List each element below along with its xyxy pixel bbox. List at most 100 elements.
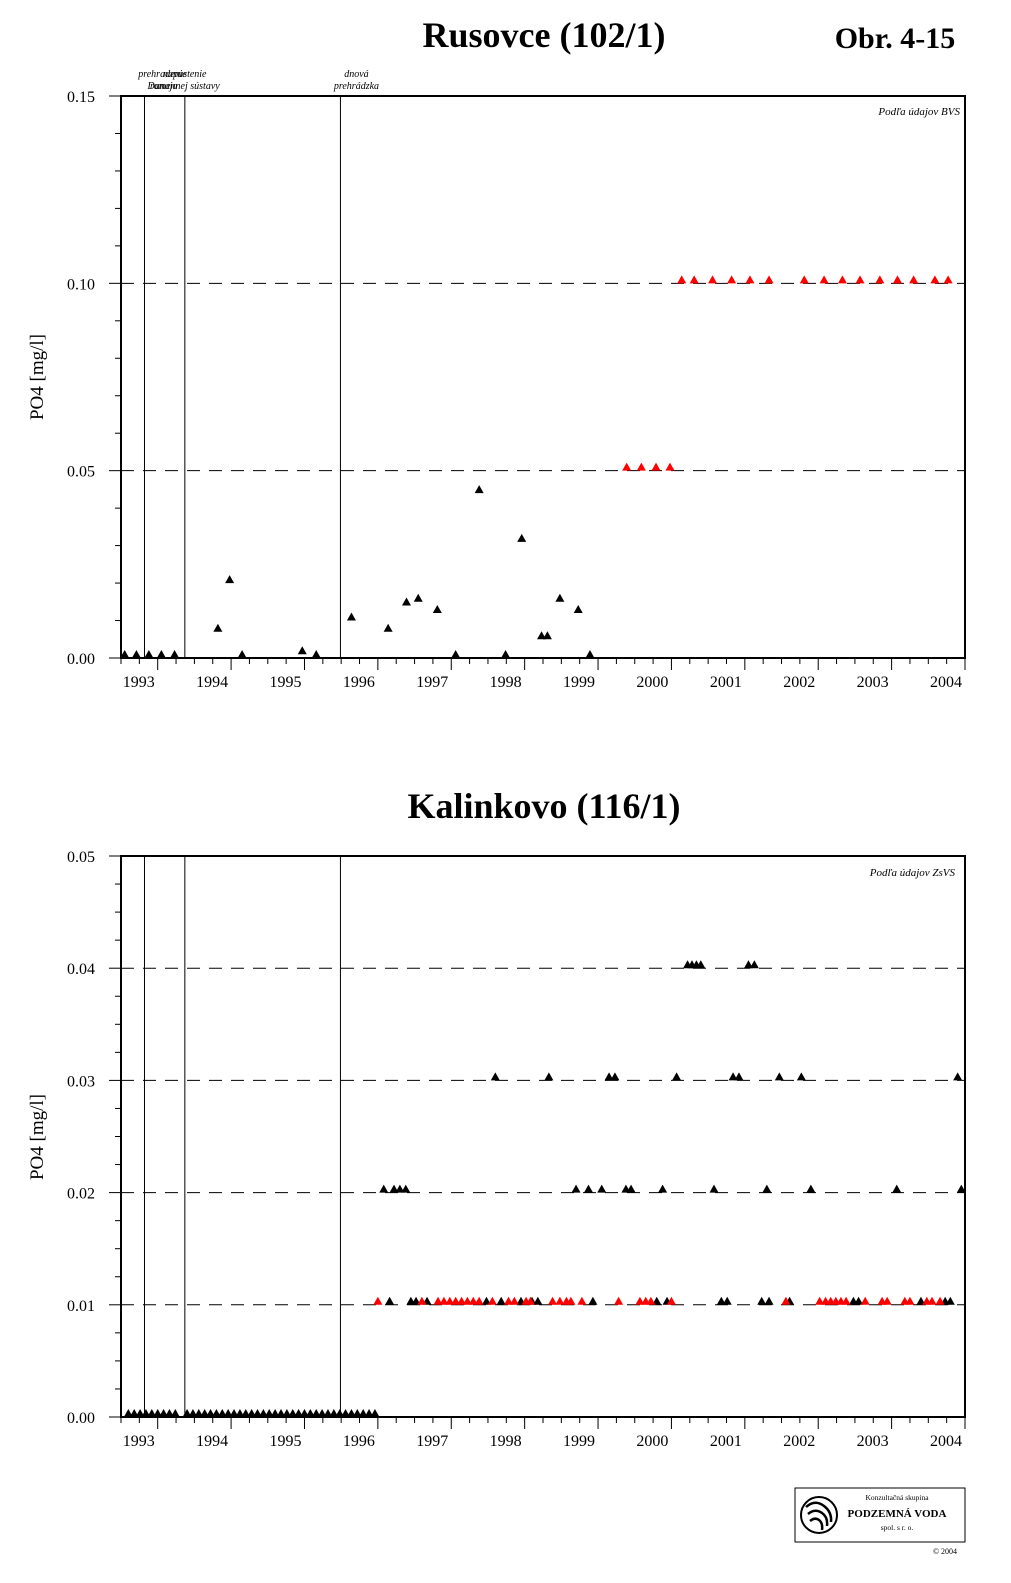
triangle-marker-icon bbox=[745, 275, 755, 284]
x-tick-label: 1995 bbox=[269, 1433, 301, 1450]
triangle-marker-icon bbox=[411, 1296, 421, 1305]
triangle-marker-icon bbox=[188, 1409, 198, 1417]
triangle-marker-icon bbox=[577, 1296, 587, 1305]
triangle-marker-icon bbox=[734, 1072, 744, 1081]
triangle-marker-icon bbox=[282, 1409, 292, 1417]
chart-title: Rusovce (102/1) bbox=[423, 15, 666, 55]
triangle-marker-icon bbox=[417, 1296, 427, 1305]
triangle-marker-icon bbox=[622, 462, 632, 471]
triangle-marker-icon bbox=[311, 1409, 321, 1417]
triangle-marker-icon bbox=[194, 1409, 204, 1417]
axes: 0.15 0.10 0.05 0.00 1993 1994 1995 1996 1997 1998… bbox=[67, 89, 966, 691]
triangle-marker-icon bbox=[658, 1184, 668, 1193]
triangle-marker-icon bbox=[652, 1296, 662, 1305]
triangle-marker-icon bbox=[323, 1409, 333, 1417]
triangle-marker-icon bbox=[945, 1296, 955, 1305]
x-tick-label: 1998 bbox=[490, 674, 522, 691]
triangle-marker-icon bbox=[358, 1409, 368, 1417]
triangle-marker-icon bbox=[597, 1184, 607, 1193]
triangle-marker-icon bbox=[147, 1409, 157, 1417]
triangle-marker-icon bbox=[892, 275, 902, 284]
triangle-marker-icon bbox=[728, 1072, 738, 1081]
triangle-marker-icon bbox=[837, 275, 847, 284]
triangle-marker-icon bbox=[433, 1296, 443, 1305]
triangle-marker-icon bbox=[526, 1296, 536, 1305]
x-tick-label: 1999 bbox=[563, 1433, 595, 1450]
triangle-marker-icon bbox=[501, 650, 511, 658]
triangle-marker-icon bbox=[571, 1184, 581, 1193]
triangle-marker-icon bbox=[855, 275, 865, 284]
triangle-marker-icon bbox=[235, 1409, 245, 1417]
triangle-marker-icon bbox=[860, 1296, 870, 1305]
x-tick-label: 1997 bbox=[416, 1433, 448, 1450]
triangle-marker-icon bbox=[533, 1296, 543, 1305]
triangle-marker-icon bbox=[882, 1296, 892, 1305]
data-markers bbox=[120, 275, 953, 658]
x-tick-label: 2004 bbox=[930, 1433, 962, 1450]
triangle-marker-icon bbox=[297, 646, 307, 655]
triangle-marker-icon bbox=[757, 1296, 767, 1305]
y-axis-label: PO4 [mg/l] bbox=[27, 1094, 48, 1180]
x-tick-label: 2000 bbox=[636, 1433, 668, 1450]
triangle-marker-icon bbox=[781, 1296, 791, 1305]
triangle-marker-icon bbox=[708, 275, 718, 284]
triangle-marker-icon bbox=[796, 1072, 806, 1081]
y-tick-label: 0.00 bbox=[67, 651, 95, 668]
x-tick-label: 1999 bbox=[563, 674, 595, 691]
triangle-marker-icon bbox=[288, 1409, 298, 1417]
x-tick-label: 1996 bbox=[343, 1433, 375, 1450]
triangle-marker-icon bbox=[496, 1296, 506, 1305]
triangle-marker-icon bbox=[457, 1296, 467, 1305]
x-tick-label: 2001 bbox=[710, 674, 742, 691]
event-label: Dunaja bbox=[146, 81, 177, 92]
triangle-marker-icon bbox=[841, 1296, 851, 1305]
triangle-marker-icon bbox=[329, 1409, 339, 1417]
triangle-marker-icon bbox=[294, 1409, 304, 1417]
triangle-marker-icon bbox=[762, 1184, 772, 1193]
triangle-marker-icon bbox=[909, 275, 919, 284]
triangle-marker-icon bbox=[445, 1296, 455, 1305]
triangle-marker-icon bbox=[468, 1296, 478, 1305]
triangle-marker-icon bbox=[689, 275, 699, 284]
triangle-marker-icon bbox=[709, 1184, 719, 1193]
triangle-marker-icon bbox=[517, 533, 527, 542]
chart-title: Kalinkovo (116/1) bbox=[407, 786, 680, 826]
triangle-marker-icon bbox=[200, 1409, 210, 1417]
triangle-marker-icon bbox=[264, 1409, 274, 1417]
triangle-marker-icon bbox=[270, 1409, 280, 1417]
triangle-marker-icon bbox=[451, 650, 461, 658]
x-tick-label: 1993 bbox=[123, 674, 155, 691]
triangle-marker-icon bbox=[352, 1409, 362, 1417]
triangle-marker-icon bbox=[749, 960, 759, 969]
triangle-marker-icon bbox=[131, 650, 141, 658]
triangle-marker-icon bbox=[389, 1184, 399, 1193]
triangle-marker-icon bbox=[364, 1409, 374, 1417]
axes: 0.05 0.04 0.03 0.02 0.01 0.00 1993 1994 1995 1996… bbox=[67, 849, 966, 1450]
triangle-marker-icon bbox=[481, 1296, 491, 1305]
triangle-marker-icon bbox=[401, 597, 411, 606]
triangle-marker-icon bbox=[943, 275, 953, 284]
triangle-marker-icon bbox=[665, 462, 675, 471]
triangle-marker-icon bbox=[588, 1296, 598, 1305]
triangle-marker-icon bbox=[743, 960, 753, 969]
triangle-marker-icon bbox=[432, 605, 442, 614]
y-tick-label: 0.04 bbox=[67, 961, 95, 978]
triangle-marker-icon bbox=[819, 275, 829, 284]
triangle-marker-icon bbox=[636, 462, 646, 471]
triangle-marker-icon bbox=[722, 1296, 732, 1305]
triangle-marker-icon bbox=[305, 1409, 315, 1417]
x-tick-label: 2004 bbox=[930, 674, 962, 691]
triangle-marker-icon bbox=[311, 650, 321, 658]
x-tick-label: 1998 bbox=[490, 1433, 522, 1450]
x-tick-label: 2002 bbox=[783, 674, 815, 691]
triangle-marker-icon bbox=[727, 275, 737, 284]
triangle-marker-icon bbox=[346, 1409, 356, 1417]
triangle-marker-icon bbox=[566, 1296, 576, 1305]
triangle-marker-icon bbox=[544, 1072, 554, 1081]
triangle-marker-icon bbox=[413, 593, 423, 602]
x-tick-label: 2003 bbox=[857, 1433, 889, 1450]
triangle-marker-icon bbox=[258, 1409, 268, 1417]
grid-lines bbox=[121, 967, 965, 1306]
triangle-marker-icon bbox=[806, 1184, 816, 1193]
triangle-marker-icon bbox=[854, 1296, 864, 1305]
